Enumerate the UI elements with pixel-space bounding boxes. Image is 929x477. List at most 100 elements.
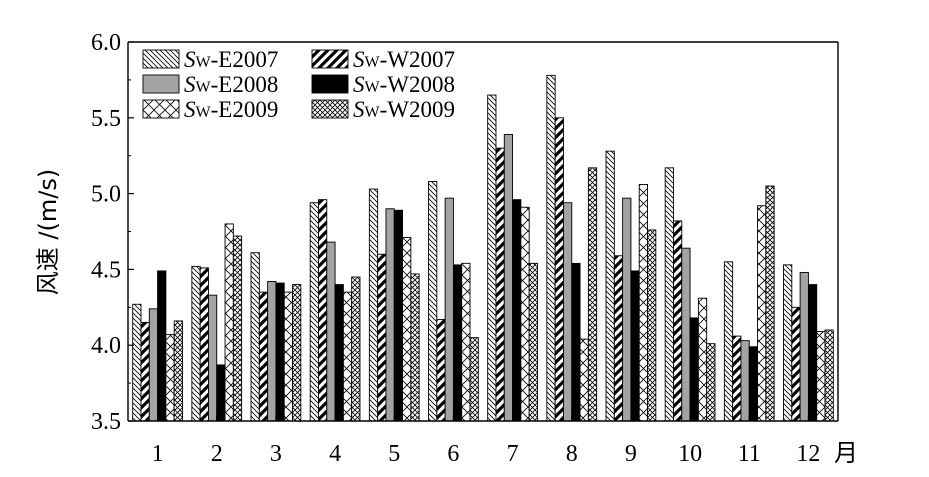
legend-item-SW-W2007: SW-W2007 [311, 47, 455, 72]
legend-swatch [311, 99, 349, 119]
legend-item-SW-E2008: SW-E2008 [142, 72, 278, 97]
ticks-layer: 3.54.04.55.05.56.01 2 3 4 5 6 7 8 9 10 11 12 [91, 30, 820, 467]
bar-SW-E2009-month-12 [816, 331, 826, 422]
x-tick-label: 1 [152, 441, 164, 467]
bar-SW-W2009-month-12 [824, 329, 834, 422]
bar-SW-W2007-month-10 [673, 220, 683, 422]
bar-SW-W2008-month-5 [393, 209, 404, 422]
x-tick-label: 6 [447, 441, 459, 467]
bar-SW-E2008-month-11 [740, 340, 750, 422]
bar-SW-E2007-month-1 [132, 303, 142, 422]
bar-SW-W2007-month-6 [436, 318, 446, 422]
bar-SW-E2007-month-11 [723, 261, 734, 422]
bar-SW-W2007-month-9 [613, 255, 624, 422]
bar-SW-E2007-month-8 [546, 74, 556, 422]
bar-SW-E2007-month-4 [309, 202, 319, 422]
bar-SW-W2009-month-4 [351, 276, 361, 422]
bar-SW-W2008-month-2 [216, 364, 226, 422]
x-axis-title: 月 [834, 439, 858, 467]
legend-label: SW-E2008 [184, 72, 278, 97]
y-tick-label: 3.5 [91, 409, 121, 435]
bar-SW-E2007-month-3 [250, 252, 260, 422]
legend-item-SW-E2009: SW-E2009 [142, 97, 278, 122]
bar-SW-E2008-month-6 [444, 197, 454, 422]
bar-SW-E2009-month-11 [757, 205, 767, 422]
bar-SW-E2008-month-7 [503, 134, 514, 422]
bar-SW-W2008-month-11 [748, 346, 759, 422]
bar-SW-E2008-month-3 [267, 281, 277, 422]
legend-swatch [142, 99, 180, 119]
bar-SW-W2007-month-1 [140, 322, 150, 422]
legend-swatch [311, 49, 349, 69]
bar-SW-W2009-month-9 [647, 229, 657, 422]
bar-SW-E2009-month-7 [520, 206, 530, 422]
legend-item-SW-E2007: SW-E2007 [142, 47, 278, 72]
x-tick-label: 3 [270, 441, 282, 467]
x-tick-label: 7 [507, 441, 519, 467]
legend-item-SW-W2008: SW-W2008 [311, 72, 455, 97]
bar-SW-E2007-month-2 [191, 265, 201, 422]
y-tick-label: 5.0 [91, 182, 121, 208]
x-tick-label: 2 [211, 441, 223, 467]
legend-label: SW-W2009 [353, 97, 455, 122]
bar-SW-E2008-month-4 [326, 241, 336, 422]
legend-swatch [311, 74, 349, 94]
bar-SW-E2008-month-8 [563, 202, 573, 422]
legend: SW-E2007 SW-W2007 SW-E2008 SW-W2008 SW-E2009… [142, 47, 455, 122]
y-tick-label: 5.5 [91, 106, 121, 132]
bar-SW-E2008-month-2 [207, 294, 218, 422]
y-tick-label: 4.5 [91, 257, 121, 283]
legend-label: SW-E2009 [184, 97, 278, 122]
bar-SW-W2008-month-6 [452, 264, 463, 422]
bar-SW-W2007-month-11 [732, 335, 742, 422]
bar-SW-W2008-month-12 [807, 284, 818, 422]
bar-SW-E2009-month-3 [283, 291, 293, 422]
bars-layer [132, 74, 834, 422]
bar-SW-E2007-month-6 [428, 181, 438, 422]
bar-SW-W2007-month-2 [199, 267, 209, 422]
legend-label: SW-W2007 [353, 47, 455, 72]
bar-SW-W2009-month-2 [232, 235, 243, 422]
bar-SW-E2009-month-6 [461, 262, 471, 422]
x-tick-label: 11 [738, 441, 761, 467]
bar-SW-W2009-month-10 [706, 343, 716, 422]
bar-SW-E2009-month-1 [165, 334, 175, 422]
legend-label: SW-E2007 [184, 47, 278, 72]
y-axis-title: 风速 /(m/s) [34, 169, 62, 295]
x-tick-label: 8 [566, 441, 578, 467]
bar-SW-E2009-month-4 [342, 291, 353, 422]
y-tick-label: 4.0 [91, 333, 121, 359]
bar-SW-W2008-month-1 [157, 270, 167, 422]
bar-SW-W2009-month-1 [173, 320, 183, 422]
bar-SW-W2007-month-8 [554, 117, 564, 422]
x-tick-label: 10 [678, 441, 702, 467]
bar-SW-W2009-month-8 [587, 167, 598, 422]
bar-SW-E2007-month-12 [783, 264, 793, 422]
bar-SW-E2009-month-2 [224, 223, 234, 422]
bar-SW-E2007-month-7 [487, 94, 497, 422]
bar-SW-E2008-month-12 [799, 271, 809, 422]
x-tick-label: 9 [625, 441, 637, 467]
bar-SW-W2007-month-12 [791, 306, 801, 422]
bar-SW-W2008-month-3 [275, 282, 285, 422]
legend-swatch [142, 74, 180, 94]
bar-SW-W2009-month-7 [528, 262, 538, 422]
bar-SW-E2009-month-9 [638, 184, 648, 422]
bar-SW-W2009-month-3 [292, 284, 302, 422]
legend-swatch [142, 49, 180, 69]
bar-SW-E2008-month-10 [681, 247, 691, 422]
bar-SW-W2008-month-8 [571, 262, 581, 422]
bar-SW-E2008-month-5 [385, 208, 395, 422]
bar-SW-W2008-month-4 [334, 284, 344, 422]
bar-SW-W2009-month-6 [469, 337, 479, 422]
bar-SW-W2008-month-7 [512, 199, 522, 422]
bar-SW-E2007-month-9 [605, 150, 615, 422]
bar-SW-E2008-month-1 [148, 308, 159, 422]
bar-SW-W2007-month-3 [258, 291, 269, 422]
bar-SW-W2007-month-4 [318, 199, 328, 422]
bar-SW-E2009-month-10 [697, 297, 708, 422]
y-tick-label: 6.0 [91, 30, 121, 56]
legend-label: SW-W2008 [353, 72, 455, 97]
x-tick-label: 5 [388, 441, 400, 467]
